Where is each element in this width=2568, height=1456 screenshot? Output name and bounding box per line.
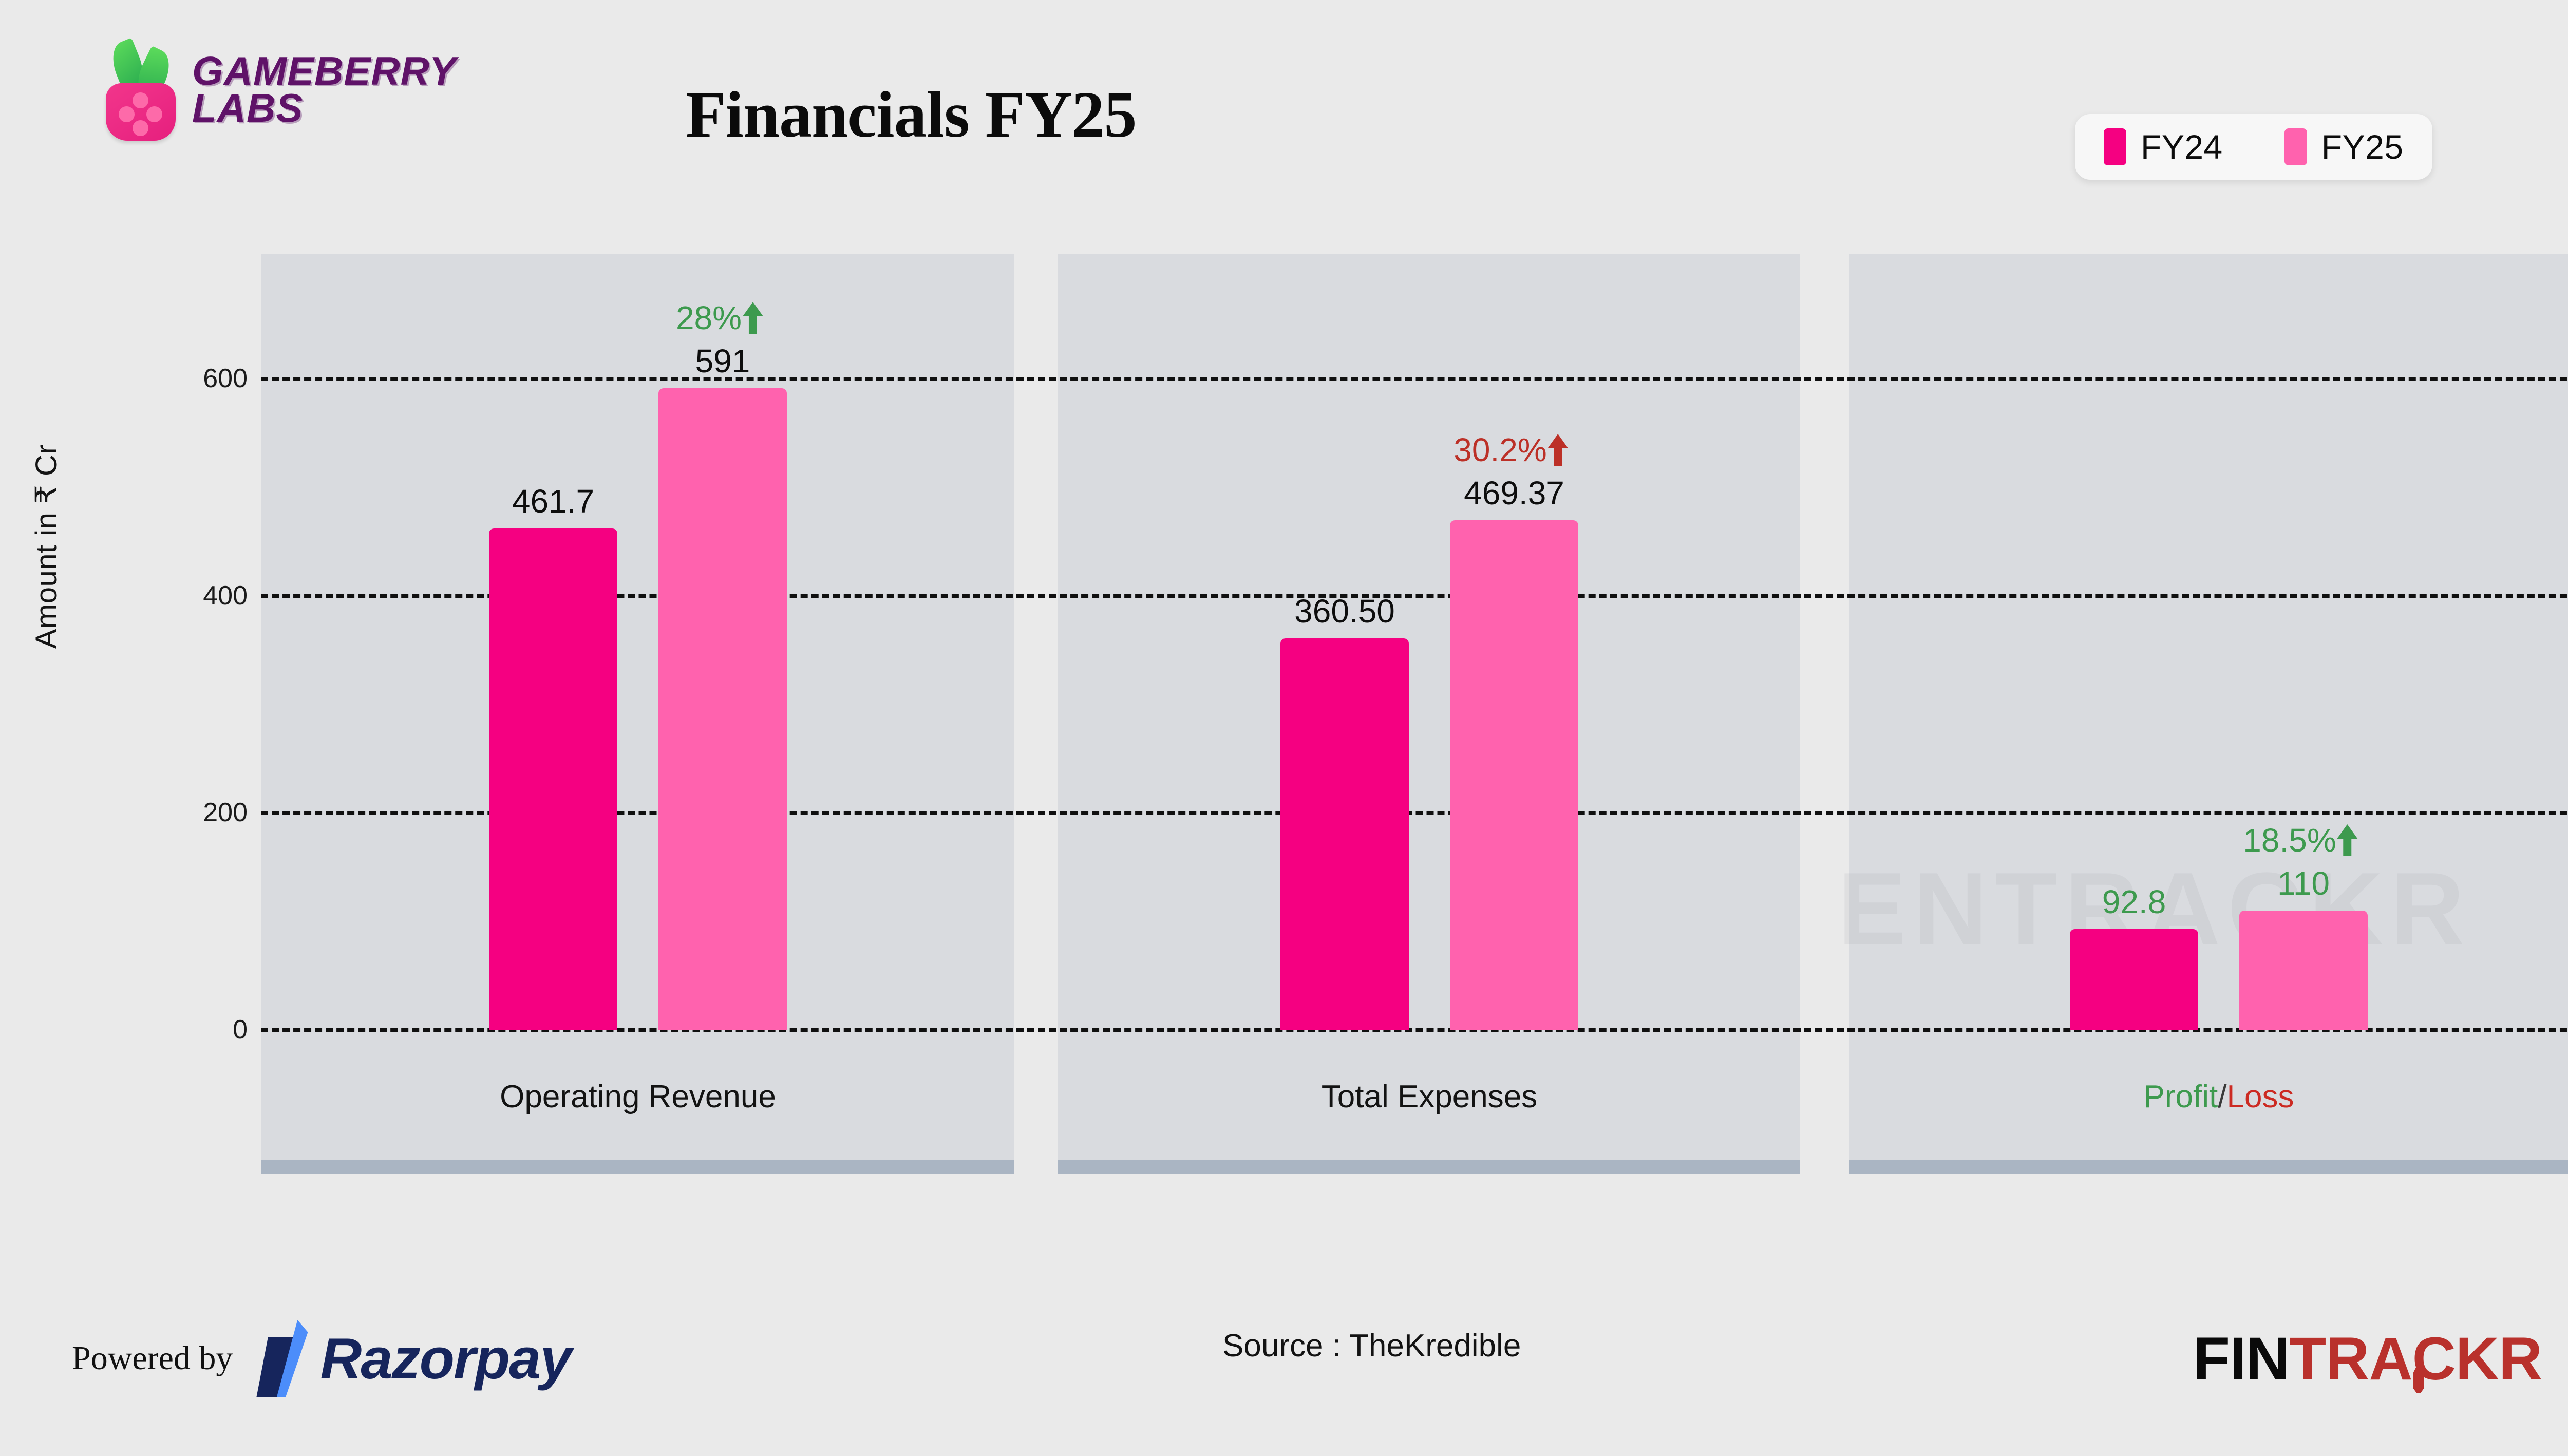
fintrackr-fin: FIN — [2193, 1325, 2290, 1393]
bar-fy24-2[interactable] — [2070, 929, 2198, 1030]
arrow-up-icon — [743, 302, 764, 334]
value-label-fy24-1: 360.50 — [1294, 593, 1395, 630]
powered-by-block: Powered by Razorpay — [72, 1320, 572, 1397]
value-label-fy25-1: 469.37 — [1464, 475, 1564, 512]
gridline-600 — [261, 377, 2568, 381]
panel-3 — [1849, 254, 2568, 1174]
gridline-0 — [261, 1028, 2568, 1032]
razorpay-logo: Razorpay — [256, 1320, 572, 1397]
arrow-up-icon — [2337, 824, 2358, 856]
berry-body-icon — [106, 83, 176, 141]
fintrackr-logo: FIN TRACKR — [2193, 1324, 2542, 1394]
razorpay-mark-icon — [256, 1320, 317, 1397]
legend-label-fy24: FY24 — [2141, 128, 2223, 166]
bar-fy25-0[interactable] — [658, 388, 787, 1030]
value-label-fy24-2: 92.8 — [2102, 883, 2166, 920]
brand-wordmark: GAMEBERRY LABS — [192, 48, 457, 130]
gridline-200 — [261, 811, 2568, 815]
value-label-fy25-2: 110 — [2277, 864, 2330, 902]
berry-seed-icon — [146, 106, 162, 122]
y-tick-0: 0 — [233, 1015, 248, 1045]
legend-label-fy25: FY25 — [2321, 128, 2404, 166]
growth-badge-0: 28% — [676, 299, 764, 337]
bar-fy25-1[interactable] — [1450, 520, 1578, 1030]
chart-legend: FY24 FY25 — [2075, 114, 2432, 180]
gameberry-logo-icon — [102, 37, 180, 141]
page-title: Financials FY25 — [686, 78, 1137, 151]
berry-seed-icon — [133, 120, 148, 136]
rocket-icon — [2413, 1362, 2424, 1393]
berry-seed-icon — [119, 106, 135, 122]
bar-fy24-0[interactable] — [489, 528, 617, 1030]
y-tick-400: 400 — [203, 580, 248, 611]
brand-line-2: LABS — [192, 85, 304, 130]
value-label-fy25-0: 591 — [695, 343, 750, 380]
source-credit: Source : TheKredible — [1222, 1328, 1521, 1364]
legend-swatch-fy25 — [2284, 128, 2307, 165]
category-label-segment: / — [2218, 1079, 2227, 1114]
bar-fy24-1[interactable] — [1280, 638, 1409, 1030]
legend-item-fy25[interactable]: FY25 — [2284, 127, 2404, 166]
category-label-segment: Loss — [2226, 1079, 2294, 1114]
razorpay-wordmark: Razorpay — [320, 1326, 572, 1391]
category-label-2: Profit/Loss — [2144, 1079, 2294, 1115]
y-axis-title: Amount in ₹ Cr — [30, 444, 63, 649]
legend-swatch-fy24 — [2104, 128, 2126, 165]
gridline-400 — [261, 594, 2568, 598]
brand-line-1: GAMEBERRY — [192, 48, 457, 94]
value-label-fy24-0: 461.7 — [512, 483, 595, 520]
powered-by-label: Powered by — [72, 1339, 233, 1377]
growth-badge-1: 30.2% — [1453, 431, 1569, 469]
brand-lockup: GAMEBERRY LABS — [102, 37, 457, 141]
bar-fy25-2[interactable] — [2239, 910, 2368, 1030]
berry-seed-icon — [133, 92, 148, 108]
fintrackr-trackr: TRACKR — [2289, 1324, 2542, 1394]
category-label-segment: Profit — [2143, 1079, 2218, 1114]
y-tick-200: 200 — [203, 798, 248, 828]
category-label-0: Operating Revenue — [500, 1079, 776, 1114]
category-label-1: Total Expenses — [1321, 1079, 1538, 1114]
panel-2 — [1058, 254, 1800, 1174]
panel-1 — [261, 254, 1014, 1174]
arrow-up-icon — [1547, 434, 1569, 466]
y-tick-600: 600 — [203, 364, 248, 393]
growth-badge-2: 18.5% — [2243, 821, 2358, 859]
legend-item-fy24[interactable]: FY24 — [2104, 127, 2223, 166]
